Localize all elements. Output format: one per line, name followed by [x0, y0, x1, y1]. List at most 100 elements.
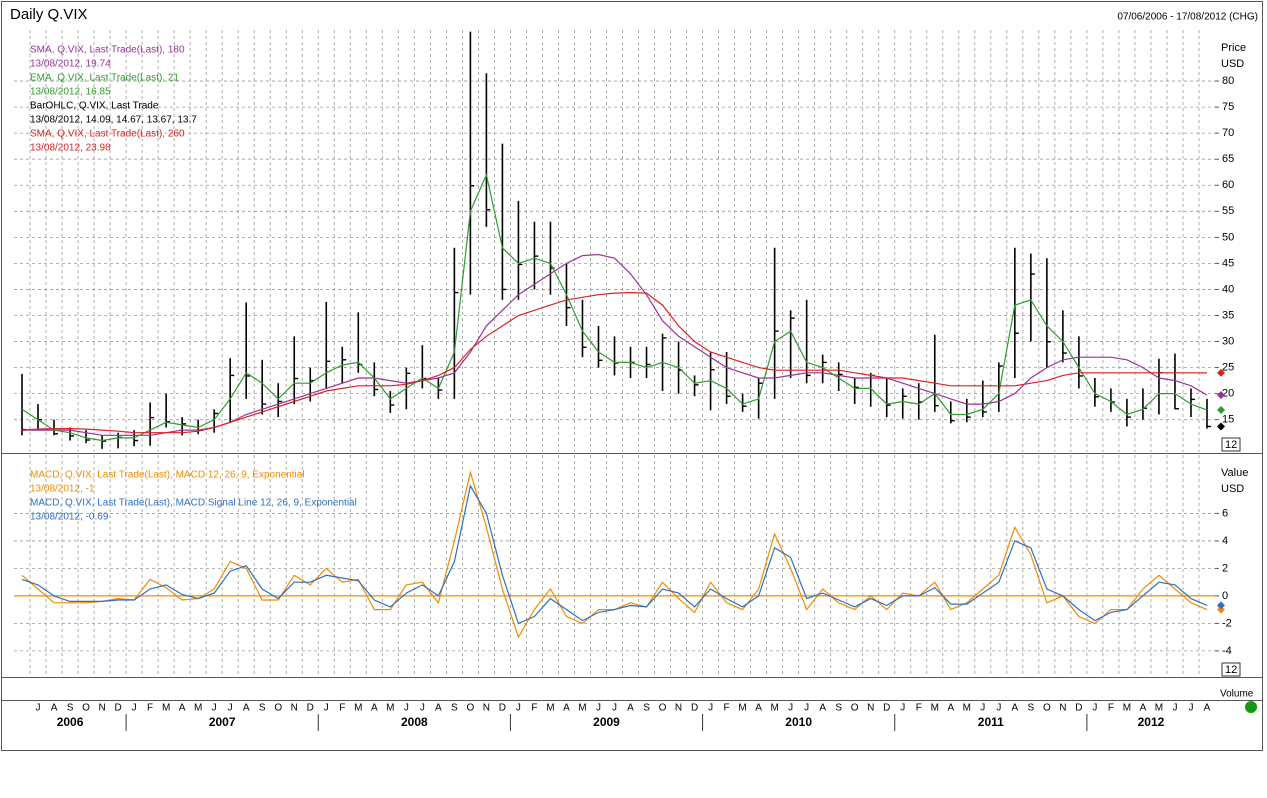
- x-tick-label: M: [546, 703, 554, 714]
- year-label: 2012: [1138, 715, 1165, 729]
- x-tick-label: A: [563, 703, 570, 714]
- x-tick-label: J: [804, 703, 809, 714]
- legend-value: 13/08/2012, -1: [30, 484, 95, 495]
- x-tick-label: A: [1204, 703, 1211, 714]
- x-tick-label: J: [228, 703, 233, 714]
- x-tick-label: M: [354, 703, 362, 714]
- x-tick-label: J: [404, 703, 409, 714]
- x-tick-label: S: [451, 703, 458, 714]
- x-tick-label: S: [67, 703, 74, 714]
- y-tick-label: 50: [1222, 231, 1234, 243]
- y-tick-label: 20: [1222, 388, 1234, 400]
- legend-value: 13/08/2012, 16.85: [30, 87, 111, 98]
- x-tick-label: J: [1092, 703, 1097, 714]
- x-tick-label: D: [114, 703, 121, 714]
- y-tick-label: 2: [1222, 562, 1228, 574]
- x-tick-label: S: [643, 703, 650, 714]
- chart-title: Daily Q.VIX: [10, 6, 88, 23]
- x-tick-label: O: [274, 703, 282, 714]
- y-axis-label: Value: [1221, 467, 1248, 479]
- x-tick-label: A: [947, 703, 954, 714]
- x-tick-label: M: [738, 703, 746, 714]
- badge: 12: [1225, 664, 1237, 676]
- x-tick-label: F: [1108, 703, 1114, 714]
- year-label: 2007: [209, 715, 236, 729]
- x-tick-label: F: [724, 703, 730, 714]
- volume-label: Volume: [1220, 689, 1254, 700]
- legend-value: 13/08/2012, 14.09, 14.67, 13.67, 13.7: [30, 115, 197, 126]
- year-label: 2006: [57, 715, 84, 729]
- x-tick-label: N: [291, 703, 298, 714]
- x-tick-label: J: [612, 703, 617, 714]
- x-tick-label: A: [1140, 703, 1147, 714]
- y-tick-label: -4: [1222, 645, 1232, 657]
- badge-box: [1221, 662, 1241, 677]
- y-tick-label: 4: [1222, 535, 1228, 547]
- badge-box: [1221, 437, 1241, 452]
- x-tick-label: S: [259, 703, 266, 714]
- x-tick-label: A: [819, 703, 826, 714]
- x-tick-label: O: [466, 703, 474, 714]
- last-value-marker: [1217, 391, 1225, 400]
- x-tick-label: A: [1011, 703, 1018, 714]
- x-tick-label: O: [851, 703, 859, 714]
- x-tick-label: A: [371, 703, 378, 714]
- legend-name: MACD, Q.VIX, Last Trade(Last), MACD Sign…: [30, 498, 357, 509]
- y-tick-label: 75: [1222, 101, 1234, 113]
- x-tick-label: D: [307, 703, 314, 714]
- x-tick-label: M: [963, 703, 971, 714]
- status-indicator[interactable]: [1245, 701, 1257, 713]
- y-tick-label: 30: [1222, 335, 1234, 347]
- x-tick-label: N: [98, 703, 105, 714]
- x-tick-label: N: [675, 703, 682, 714]
- x-tick-label: J: [212, 703, 217, 714]
- year-label: 2010: [785, 715, 812, 729]
- y-tick-label: 15: [1222, 414, 1234, 426]
- x-tick-label: D: [883, 703, 890, 714]
- last-value-marker: [1217, 368, 1225, 377]
- x-tick-label: O: [1043, 703, 1051, 714]
- x-tick-label: J: [996, 703, 1001, 714]
- x-tick-label: S: [835, 703, 842, 714]
- x-tick-label: J: [516, 703, 521, 714]
- x-tick-label: M: [931, 703, 939, 714]
- date-range: 07/06/2006 - 17/08/2012 (CHG): [1117, 12, 1258, 23]
- x-tick-label: A: [179, 703, 186, 714]
- y-tick-label: 60: [1222, 179, 1234, 191]
- x-tick-label: J: [324, 703, 329, 714]
- y-axis-label: Price: [1221, 42, 1246, 54]
- x-tick-label: M: [1123, 703, 1131, 714]
- last-value-marker: [1217, 605, 1225, 614]
- y-tick-label: 55: [1222, 205, 1234, 217]
- y-tick-label: -2: [1222, 617, 1232, 629]
- x-tick-label: J: [900, 703, 905, 714]
- y-tick-label: 80: [1222, 75, 1234, 87]
- x-tick-label: J: [132, 703, 137, 714]
- legend-value: 13/08/2012, 23.98: [30, 143, 111, 154]
- x-tick-label: F: [339, 703, 345, 714]
- y-tick-label: 25: [1222, 362, 1234, 374]
- y-tick-label: 65: [1222, 153, 1234, 165]
- series-line: [21, 484, 1208, 625]
- year-label: 2011: [978, 715, 1004, 729]
- y-tick-label: 70: [1222, 127, 1234, 139]
- x-tick-label: A: [243, 703, 250, 714]
- x-tick-label: J: [1172, 703, 1177, 714]
- x-tick-label: D: [1075, 703, 1082, 714]
- year-label: 2009: [593, 715, 620, 729]
- series-line: [21, 172, 1208, 442]
- x-tick-label: S: [1028, 703, 1035, 714]
- x-tick-label: A: [51, 703, 58, 714]
- y-tick-label: 0: [1222, 590, 1228, 602]
- x-tick-label: J: [420, 703, 425, 714]
- legend-name: MACD, Q.VIX, Last Trade(Last), MACD 12, …: [30, 470, 305, 481]
- y-tick-label: 40: [1222, 283, 1234, 295]
- x-tick-label: D: [691, 703, 698, 714]
- x-tick-label: J: [788, 703, 793, 714]
- x-tick-label: M: [386, 703, 394, 714]
- x-tick-label: M: [770, 703, 778, 714]
- legend-value: 13/08/2012, 19.74: [30, 59, 111, 70]
- last-value-marker: [1217, 422, 1225, 431]
- x-tick-label: F: [916, 703, 922, 714]
